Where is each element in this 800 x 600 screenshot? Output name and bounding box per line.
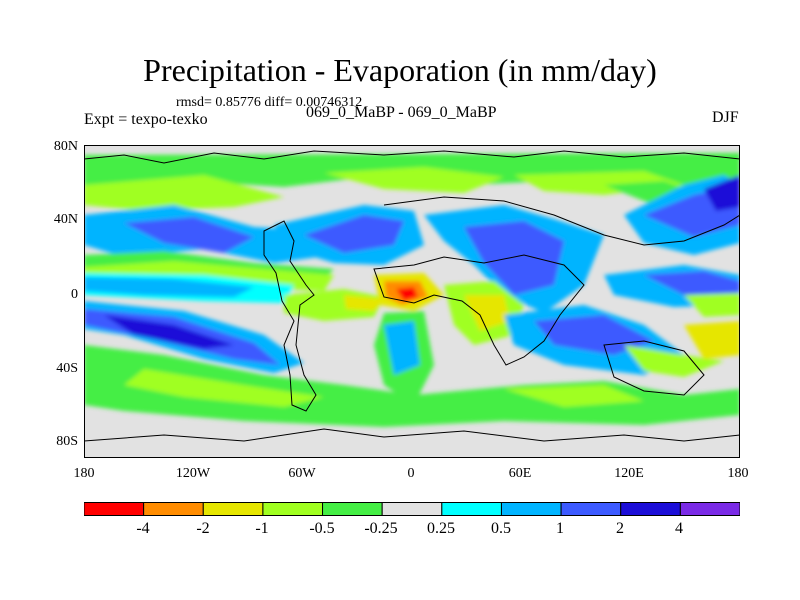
colorbar-box xyxy=(202,502,264,516)
colorbar-label: -4 xyxy=(136,520,150,537)
colorbar-box xyxy=(381,502,443,516)
colorbar-label: 0.5 xyxy=(491,520,511,537)
africa-coastline xyxy=(373,254,585,366)
colorbar-box xyxy=(322,502,383,516)
lat-label-40s: 40S xyxy=(56,361,78,376)
lon-label-180e: 180 xyxy=(727,466,749,481)
lat-label-40n: 40N xyxy=(53,212,78,227)
colorbar xyxy=(84,502,740,516)
colorbar-box xyxy=(143,502,204,516)
colorbar-box xyxy=(84,502,145,516)
lon-label-180w: 180 xyxy=(73,466,95,481)
experiment-label: Expt = texpo-texko xyxy=(84,111,208,128)
colorbar-label: -1 xyxy=(255,520,269,537)
colorbar-box xyxy=(262,502,324,516)
lon-label-120w: 120W xyxy=(175,466,211,481)
colorbar-box xyxy=(560,502,622,516)
americas-coastline xyxy=(263,220,317,412)
stats-text: rmsd= 0.85776 diff= 0.00746312 xyxy=(176,95,363,110)
australia-coastline xyxy=(603,340,705,396)
colorbar-box xyxy=(679,502,740,516)
colorbar-label: -2 xyxy=(196,520,210,537)
pe-field xyxy=(84,153,740,427)
lon-label-0: 0 xyxy=(407,466,415,481)
lat-label-80n: 80N xyxy=(53,139,78,154)
colorbar-label: -0.25 xyxy=(364,520,398,537)
lon-label-60e: 60E xyxy=(508,466,532,481)
pe-map xyxy=(84,145,740,458)
map-frame xyxy=(84,145,740,458)
colorbar-label: -0.5 xyxy=(309,520,335,537)
colorbar-box xyxy=(441,502,502,516)
eurasia-coastline xyxy=(383,196,740,246)
lon-label-60w: 60W xyxy=(288,466,316,481)
experiment-names: 069_0_MaBP - 069_0_MaBP xyxy=(306,104,497,121)
colorbar-box xyxy=(500,502,562,516)
colorbar-label: 2 xyxy=(616,520,624,537)
lon-label-120e: 120E xyxy=(614,466,644,481)
colorbar-label: 4 xyxy=(675,520,683,537)
antarctica-coastline xyxy=(84,428,740,442)
colorbar-box xyxy=(620,502,681,516)
lat-label-0: 0 xyxy=(71,287,78,302)
plot-title: Precipitation - Evaporation (in mm/day) xyxy=(143,52,657,88)
colorbar-label: 0.25 xyxy=(427,520,455,537)
season-label: DJF xyxy=(712,109,739,126)
lat-label-80s: 80S xyxy=(56,434,78,449)
colorbar-label: 1 xyxy=(556,520,564,537)
coastlines xyxy=(84,150,740,442)
